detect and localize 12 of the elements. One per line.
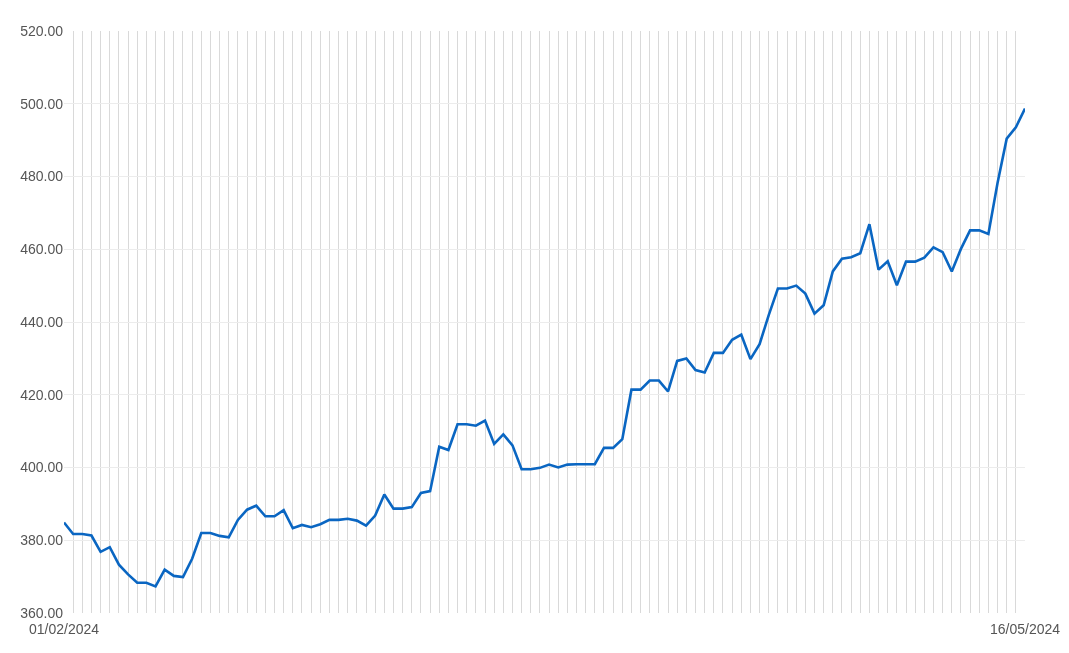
y-tick-label: 400.00 (20, 459, 64, 476)
y-tick-label: 480.00 (20, 168, 64, 185)
line-series (64, 107, 1025, 588)
y-tick-label: 460.00 (20, 241, 64, 258)
y-tick-label: 520.00 (20, 22, 64, 39)
y-tick-label: 380.00 (20, 532, 64, 549)
y-tick-label: 440.00 (20, 313, 64, 330)
x-tick-label: 16/05/2024 (989, 621, 1061, 637)
y-tick-label: 420.00 (20, 386, 64, 403)
x-tick-label: 01/02/2024 (28, 621, 100, 637)
y-tick-label: 500.00 (20, 95, 64, 112)
y-tick-label: 360.00 (20, 604, 64, 621)
